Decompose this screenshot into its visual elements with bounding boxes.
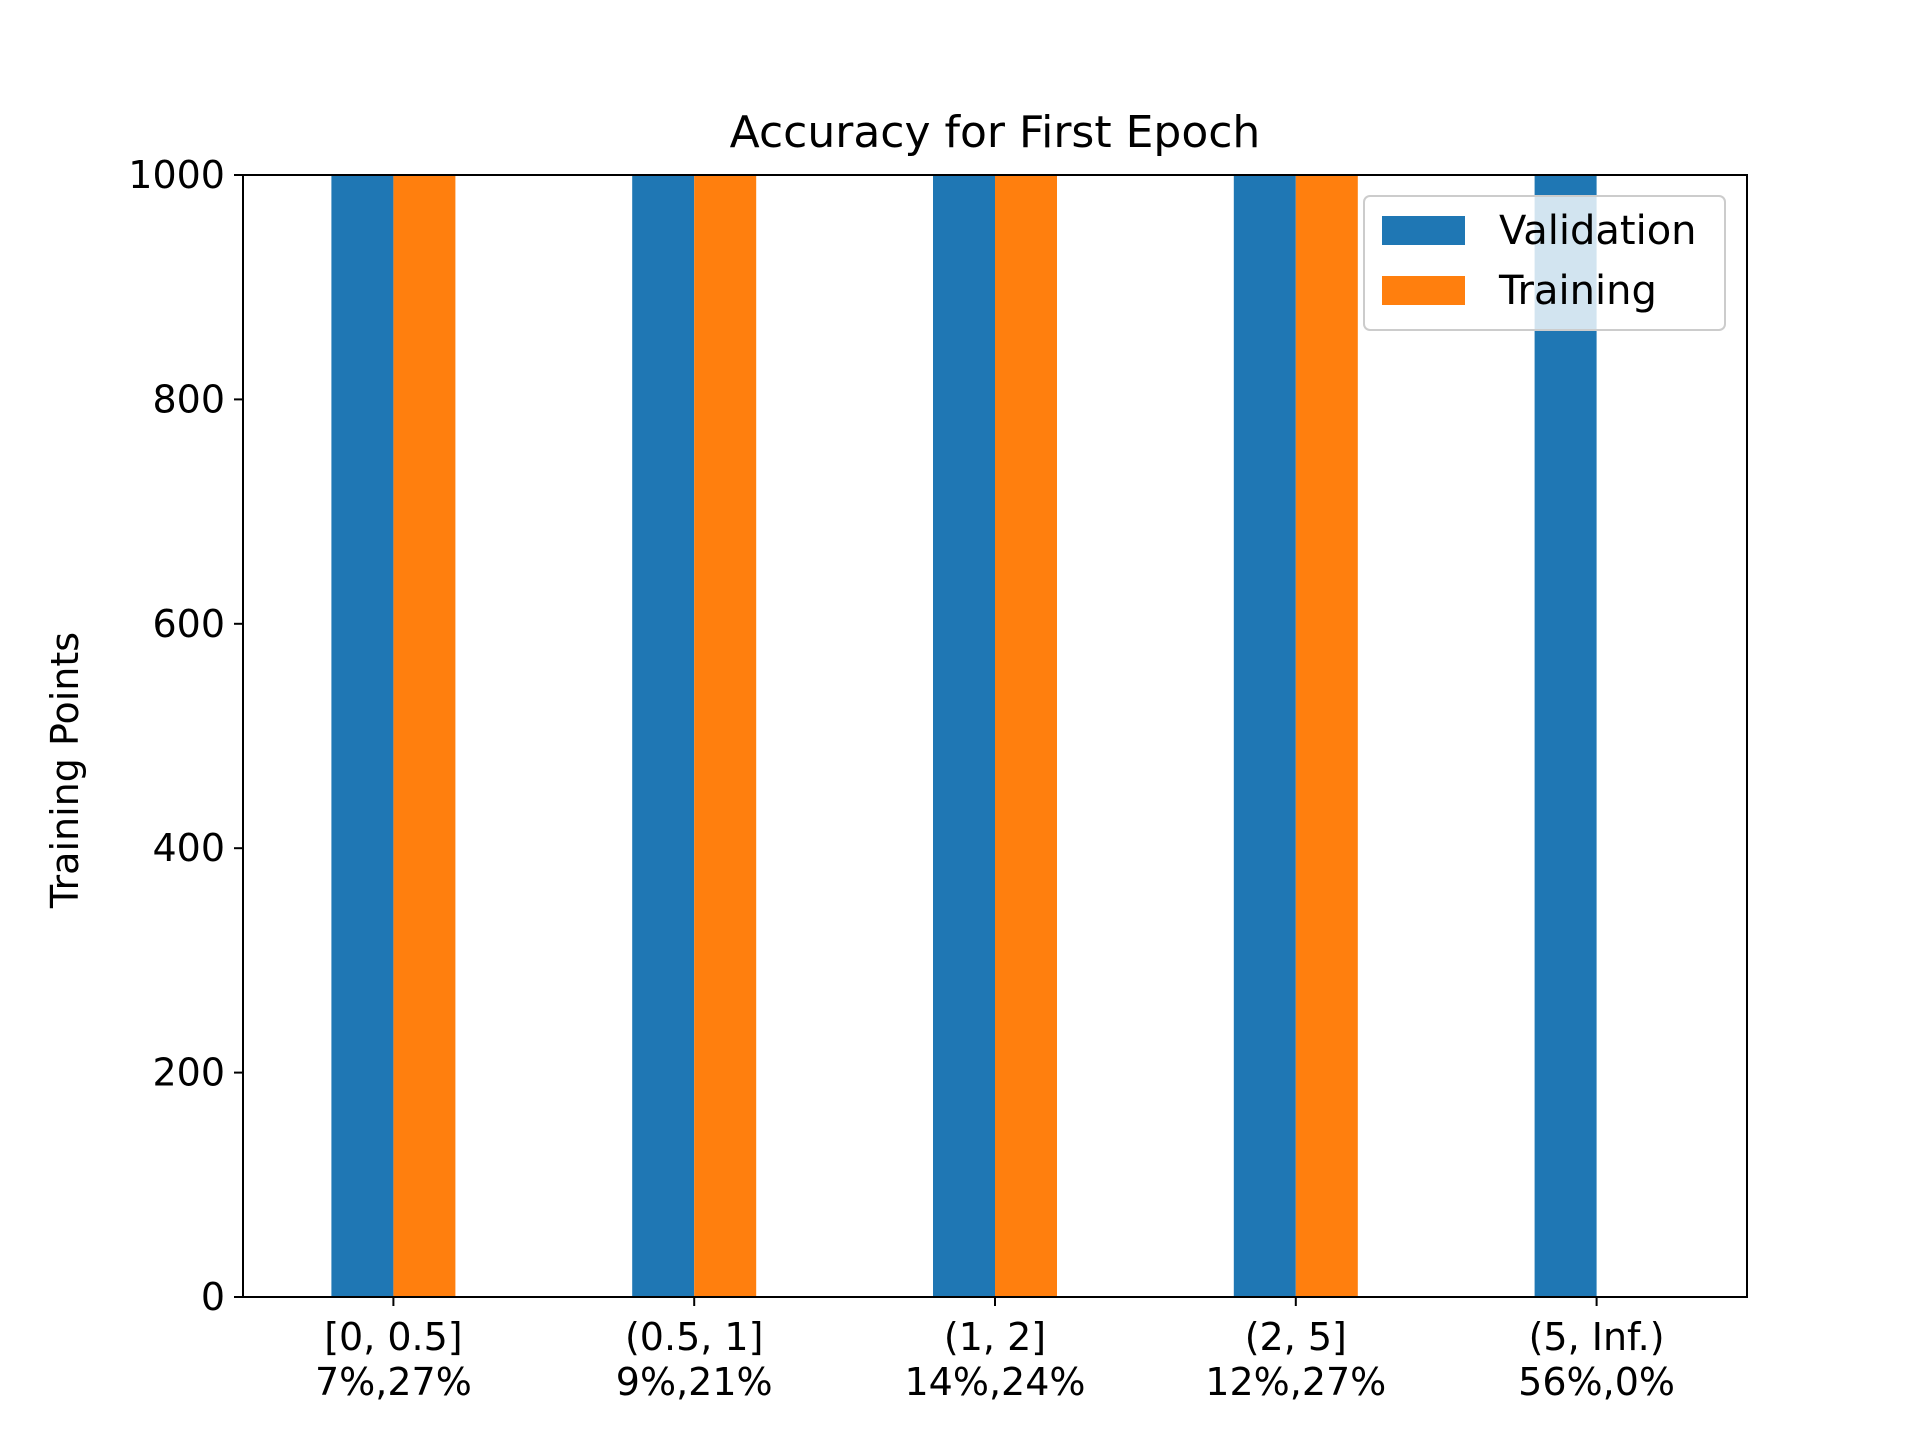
y-ticks: 0 200 400 600 800 1000 — [128, 153, 243, 1319]
x-tick-label-percent: 56%,0% — [1518, 1360, 1675, 1404]
bar-training-0 — [393, 175, 456, 1297]
legend-swatch-validation — [1382, 216, 1465, 245]
x-tick-label-range: (0.5, 1] — [625, 1315, 763, 1359]
y-tick-label: 800 — [152, 377, 225, 421]
y-tick-label: 600 — [152, 602, 225, 646]
x-ticks: [0, 0.5]7%,27% (0.5, 1]9%,21% (1, 2]14%,24… — [315, 1297, 1675, 1404]
x-tick-label-percent: 9%,21% — [616, 1360, 773, 1404]
y-axis-label: Training Points — [43, 632, 87, 909]
legend: Validation Training — [1363, 195, 1726, 331]
legend-label-validation: Validation — [1499, 208, 1697, 254]
x-tick-label-range: (1, 2] — [944, 1315, 1046, 1359]
bar-validation-1 — [632, 175, 695, 1297]
legend-swatch-training — [1382, 276, 1465, 305]
legend-label-training: Training — [1498, 268, 1657, 314]
x-tick-label-range: [0, 0.5] — [324, 1315, 462, 1359]
y-tick-label: 1000 — [128, 153, 225, 197]
bar-validation-4 — [1534, 175, 1597, 1297]
y-tick-label: 400 — [152, 826, 225, 870]
x-tick-label-percent: 12%,27% — [1205, 1360, 1386, 1404]
bar-validation-3 — [1233, 175, 1296, 1297]
bar-training-2 — [995, 175, 1057, 1297]
chart-title: Accuracy for First Epoch — [730, 107, 1261, 158]
x-tick-label-range: (2, 5] — [1245, 1315, 1347, 1359]
x-tick-label-percent: 14%,24% — [904, 1360, 1085, 1404]
bars-layer — [331, 175, 1597, 1297]
x-tick-label-percent: 7%,27% — [315, 1360, 472, 1404]
bar-training-1 — [694, 175, 757, 1297]
bar-validation-2 — [933, 175, 995, 1297]
x-tick-label-range: (5, Inf.) — [1529, 1315, 1665, 1359]
plot-frame — [242, 174, 1748, 1298]
y-tick-label: 0 — [201, 1275, 225, 1319]
bar-training-3 — [1295, 175, 1358, 1297]
bar-validation-0 — [331, 175, 394, 1297]
y-tick-label: 200 — [152, 1051, 225, 1095]
